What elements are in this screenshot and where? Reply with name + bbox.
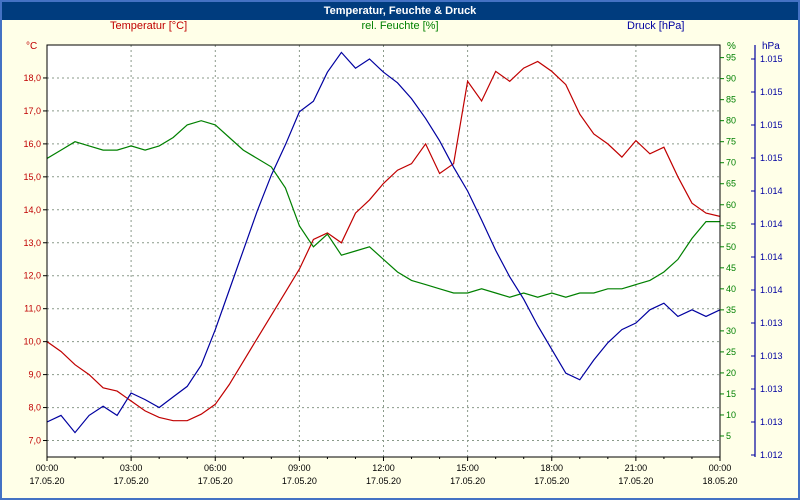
svg-text:35: 35	[726, 305, 736, 315]
svg-text:9,0: 9,0	[28, 370, 41, 380]
svg-text:30: 30	[726, 326, 736, 336]
svg-text:%: %	[727, 41, 736, 52]
chart-canvas: 7,0 8,0 9,0 10,0 11,0 12,0 13,0 14,0 15,0 16,0 17,…	[23, 41, 783, 486]
svg-text:20: 20	[726, 368, 736, 378]
window-title: Temperatur, Feuchte & Druck	[323, 5, 477, 17]
svg-text:7,0: 7,0	[28, 436, 41, 446]
svg-text:1.014: 1.014	[760, 252, 783, 262]
svg-text:1.015: 1.015	[760, 120, 783, 130]
svg-text:10: 10	[726, 410, 736, 420]
svg-text:1.014: 1.014	[760, 219, 783, 229]
svg-text:1.015: 1.015	[760, 87, 783, 97]
svg-text:18:00: 18:00	[540, 463, 563, 473]
svg-text:12,0: 12,0	[23, 271, 41, 281]
svg-text:17.05.20: 17.05.20	[114, 476, 149, 486]
gridlines	[47, 45, 720, 457]
svg-text:95: 95	[726, 53, 736, 63]
title-bar: Temperatur, Feuchte & Druck	[2, 2, 798, 20]
svg-text:15: 15	[726, 389, 736, 399]
svg-text:85: 85	[726, 95, 736, 105]
svg-text:06:00: 06:00	[204, 463, 227, 473]
series-humidity-line	[47, 120, 720, 298]
svg-text:17.05.20: 17.05.20	[29, 476, 64, 486]
axis-temperature: 7,0 8,0 9,0 10,0 11,0 12,0 13,0 14,0 15,0 16,0 17,…	[23, 41, 47, 446]
axis-time: 00:00 17.05.20 03:00 17.05.20 06:00 17.05.20 0…	[29, 457, 738, 486]
svg-text:65: 65	[726, 179, 736, 189]
svg-text:13,0: 13,0	[23, 238, 41, 248]
svg-text:09:00: 09:00	[288, 463, 311, 473]
svg-text:50: 50	[726, 242, 736, 252]
svg-text:15:00: 15:00	[456, 463, 479, 473]
svg-text:hPa: hPa	[762, 41, 780, 52]
svg-text:18.05.20: 18.05.20	[702, 476, 737, 486]
legend-temperature: Temperatur [°C]	[110, 20, 188, 32]
svg-text:17.05.20: 17.05.20	[450, 476, 485, 486]
svg-text:75: 75	[726, 137, 736, 147]
svg-text:1.015: 1.015	[760, 54, 783, 64]
svg-text:1.012: 1.012	[760, 450, 783, 460]
svg-text:1.015: 1.015	[760, 153, 783, 163]
series-group	[47, 51, 720, 434]
svg-text:8,0: 8,0	[28, 403, 41, 413]
svg-text:40: 40	[726, 284, 736, 294]
svg-text:1.014: 1.014	[760, 186, 783, 196]
svg-text:10,0: 10,0	[23, 337, 41, 347]
series-temperature-line	[47, 60, 720, 422]
legend-pressure: Druck [hPa]	[627, 20, 685, 32]
svg-text:90: 90	[726, 74, 736, 84]
svg-text:21:00: 21:00	[625, 463, 648, 473]
svg-text:45: 45	[726, 263, 736, 273]
legend-humidity: rel. Feuchte [%]	[361, 20, 439, 32]
svg-text:16,0: 16,0	[23, 139, 41, 149]
svg-text:60: 60	[726, 200, 736, 210]
svg-text:14,0: 14,0	[23, 205, 41, 215]
svg-text:1.014: 1.014	[760, 285, 783, 295]
svg-text:1.013: 1.013	[760, 384, 783, 394]
svg-text:00:00: 00:00	[36, 463, 59, 473]
svg-text:11,0: 11,0	[24, 304, 41, 314]
svg-text:1.013: 1.013	[760, 318, 783, 328]
svg-text:55: 55	[726, 221, 736, 231]
axis-pressure: 1.015 1.015 1.015 1.015 1.014 1.014 1.014 1.014…	[751, 41, 783, 460]
svg-text:18,0: 18,0	[23, 73, 41, 83]
svg-text:1.013: 1.013	[760, 417, 783, 427]
svg-text:00:00: 00:00	[709, 463, 732, 473]
svg-text:03:00: 03:00	[120, 463, 143, 473]
series-pressure-line	[47, 51, 720, 434]
svg-text:17.05.20: 17.05.20	[366, 476, 401, 486]
svg-text:17.05.20: 17.05.20	[618, 476, 653, 486]
svg-text:17,0: 17,0	[23, 106, 41, 116]
svg-text:17.05.20: 17.05.20	[198, 476, 233, 486]
svg-text:15,0: 15,0	[23, 172, 41, 182]
svg-text:5: 5	[726, 431, 731, 441]
svg-text:1.013: 1.013	[760, 351, 783, 361]
svg-text:17.05.20: 17.05.20	[534, 476, 569, 486]
legend-row: Temperatur [°C] rel. Feuchte [%] Druck […	[2, 20, 798, 34]
svg-text:80: 80	[726, 116, 736, 126]
svg-text:25: 25	[726, 347, 736, 357]
svg-text:17.05.20: 17.05.20	[282, 476, 317, 486]
svg-text:70: 70	[726, 158, 736, 168]
svg-text:°C: °C	[26, 41, 37, 52]
axis-humidity: 5 10 15 20 25 30 35 40 45 50 55 60 65 70 75 80 85 90 95%	[720, 41, 736, 441]
svg-text:12:00: 12:00	[372, 463, 395, 473]
